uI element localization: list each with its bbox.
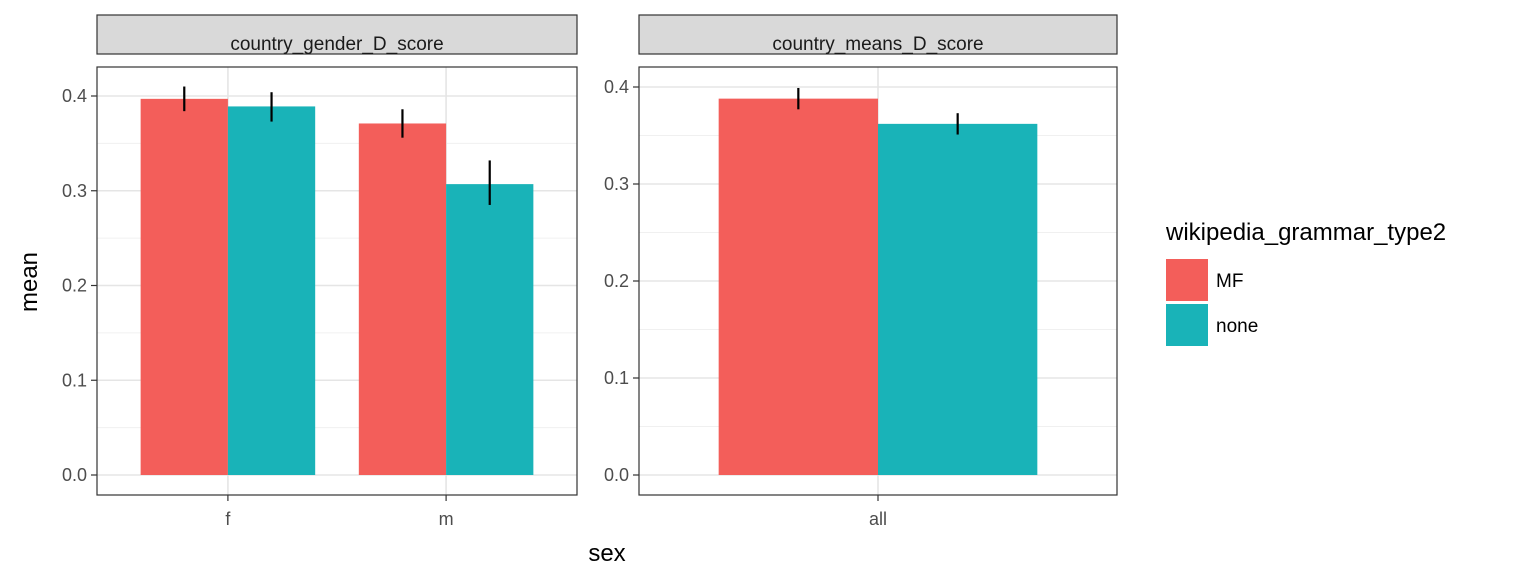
panel-1: country_gender_D_score 0.0 0.1 0.2 0.3 0.4 f m bbox=[62, 14, 578, 529]
facet-strip-label: country_means_D_score bbox=[772, 34, 983, 55]
bar-mf-all bbox=[718, 98, 878, 475]
facet-strip-label: country_gender_D_score bbox=[230, 34, 443, 55]
facet-strip bbox=[96, 14, 578, 55]
panel-border bbox=[96, 66, 578, 496]
y-tick-label: 0.0 bbox=[604, 465, 629, 485]
bar-none-f bbox=[227, 106, 316, 476]
y-tick-label: 0.1 bbox=[604, 368, 629, 388]
x-tick-label: all bbox=[869, 509, 887, 529]
legend-entries: MF none bbox=[1166, 259, 1258, 346]
legend: wikipedia_grammar_type2 MF none bbox=[1165, 219, 1446, 346]
panel-2: country_means_D_score 0.0 0.1 0.2 0.3 0.4 all bbox=[604, 14, 1118, 529]
y-tick-label: 0.1 bbox=[62, 370, 87, 390]
y-tick-label: 0.3 bbox=[62, 181, 87, 201]
y-tick-label: 0.0 bbox=[62, 465, 87, 485]
legend-key-none bbox=[1166, 304, 1208, 346]
y-axis-title: mean bbox=[16, 252, 43, 312]
y-tick-label: 0.4 bbox=[62, 86, 87, 106]
x-axis-title: sex bbox=[588, 540, 625, 567]
x-tick-label: m bbox=[439, 509, 454, 529]
legend-title: wikipedia_grammar_type2 bbox=[1165, 219, 1446, 246]
y-tick-label: 0.2 bbox=[604, 271, 629, 291]
y-tick-label: 0.3 bbox=[604, 174, 629, 194]
legend-key-mf bbox=[1166, 259, 1208, 301]
y-tick-label: 0.2 bbox=[62, 276, 87, 296]
x-tick-label: f bbox=[225, 509, 231, 529]
bar-mf-m bbox=[358, 123, 447, 475]
facet-strip bbox=[638, 14, 1118, 55]
bar-mf-f bbox=[140, 98, 228, 475]
legend-label-none: none bbox=[1216, 316, 1258, 337]
bar-none-all bbox=[878, 123, 1038, 476]
bar-none-m bbox=[446, 184, 534, 475]
legend-label-mf: MF bbox=[1216, 271, 1243, 292]
y-tick-label: 0.4 bbox=[604, 77, 629, 97]
